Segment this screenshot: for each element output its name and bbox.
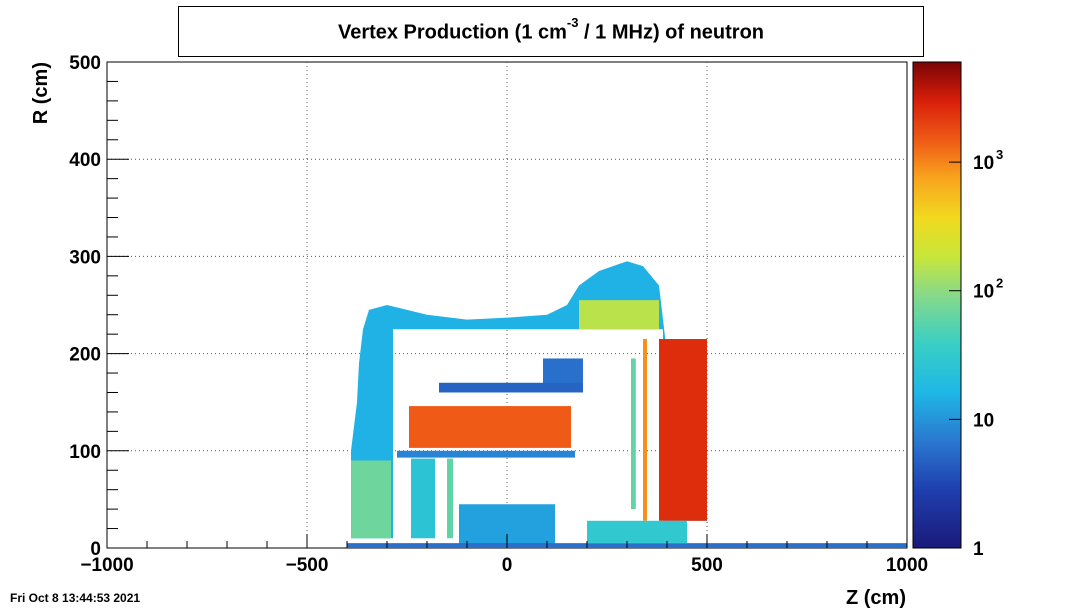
title-exponent: -3 xyxy=(566,15,579,30)
title-box: Vertex Production (1 cm-3 / 1 MHz) of ne… xyxy=(178,6,924,57)
colorbar-label: 10 xyxy=(973,282,994,303)
region-mid-strip-2 xyxy=(439,382,583,393)
colorbar-label-exponent: 3 xyxy=(996,147,1003,162)
x-ticks: −1000 −500 0 500 1000 xyxy=(80,534,928,576)
region-upper-band xyxy=(579,300,659,330)
region-horizontal-bar xyxy=(397,450,575,458)
region-lower-block xyxy=(411,458,435,539)
region-left-wall-strip xyxy=(351,460,391,539)
region-thin-column-1 xyxy=(643,339,647,521)
y-axis-title: R (cm) xyxy=(30,62,52,124)
region-lower-block-2 xyxy=(447,458,453,539)
region-thin-column-2 xyxy=(631,358,636,510)
y-tick-label: 500 xyxy=(69,53,101,74)
x-tick-label: −1000 xyxy=(80,555,133,576)
region-bottom-right-block xyxy=(587,520,687,544)
region-calorimeter-hot-column xyxy=(659,339,707,521)
y-tick-label: 300 xyxy=(69,247,101,268)
x-tick-label: 500 xyxy=(691,555,723,576)
title-part2: / 1 MHz) of neutron xyxy=(584,21,765,44)
title-part1: Vertex Production (1 cm xyxy=(337,21,567,44)
y-tick-label: 400 xyxy=(69,150,101,171)
x-tick-label: 0 xyxy=(502,555,513,576)
x-axis-title: Z (cm) xyxy=(846,587,906,609)
colorbar xyxy=(912,61,962,549)
chart-title: Vertex Production (1 cm-3 / 1 MHz) of ne… xyxy=(179,15,923,45)
region-inner-hot-block xyxy=(409,406,571,448)
x-tick-label: 1000 xyxy=(886,555,928,576)
x-tick-label: −500 xyxy=(286,555,329,576)
footer-date: Fri Oct 8 13:44:53 2021 xyxy=(10,591,141,605)
y-tick-label: 200 xyxy=(69,345,101,366)
colorbar-label: 10 xyxy=(973,410,994,431)
y-ticks: 0 100 200 300 400 500 xyxy=(69,53,129,560)
colorbar-label: 10 xyxy=(973,153,994,174)
colorbar-label: 1 xyxy=(973,539,984,560)
y-tick-label: 0 xyxy=(90,539,101,560)
colorbar-label-exponent: 2 xyxy=(996,276,1003,291)
y-tick-label: 100 xyxy=(69,442,101,463)
heatmap-regions xyxy=(347,261,907,548)
